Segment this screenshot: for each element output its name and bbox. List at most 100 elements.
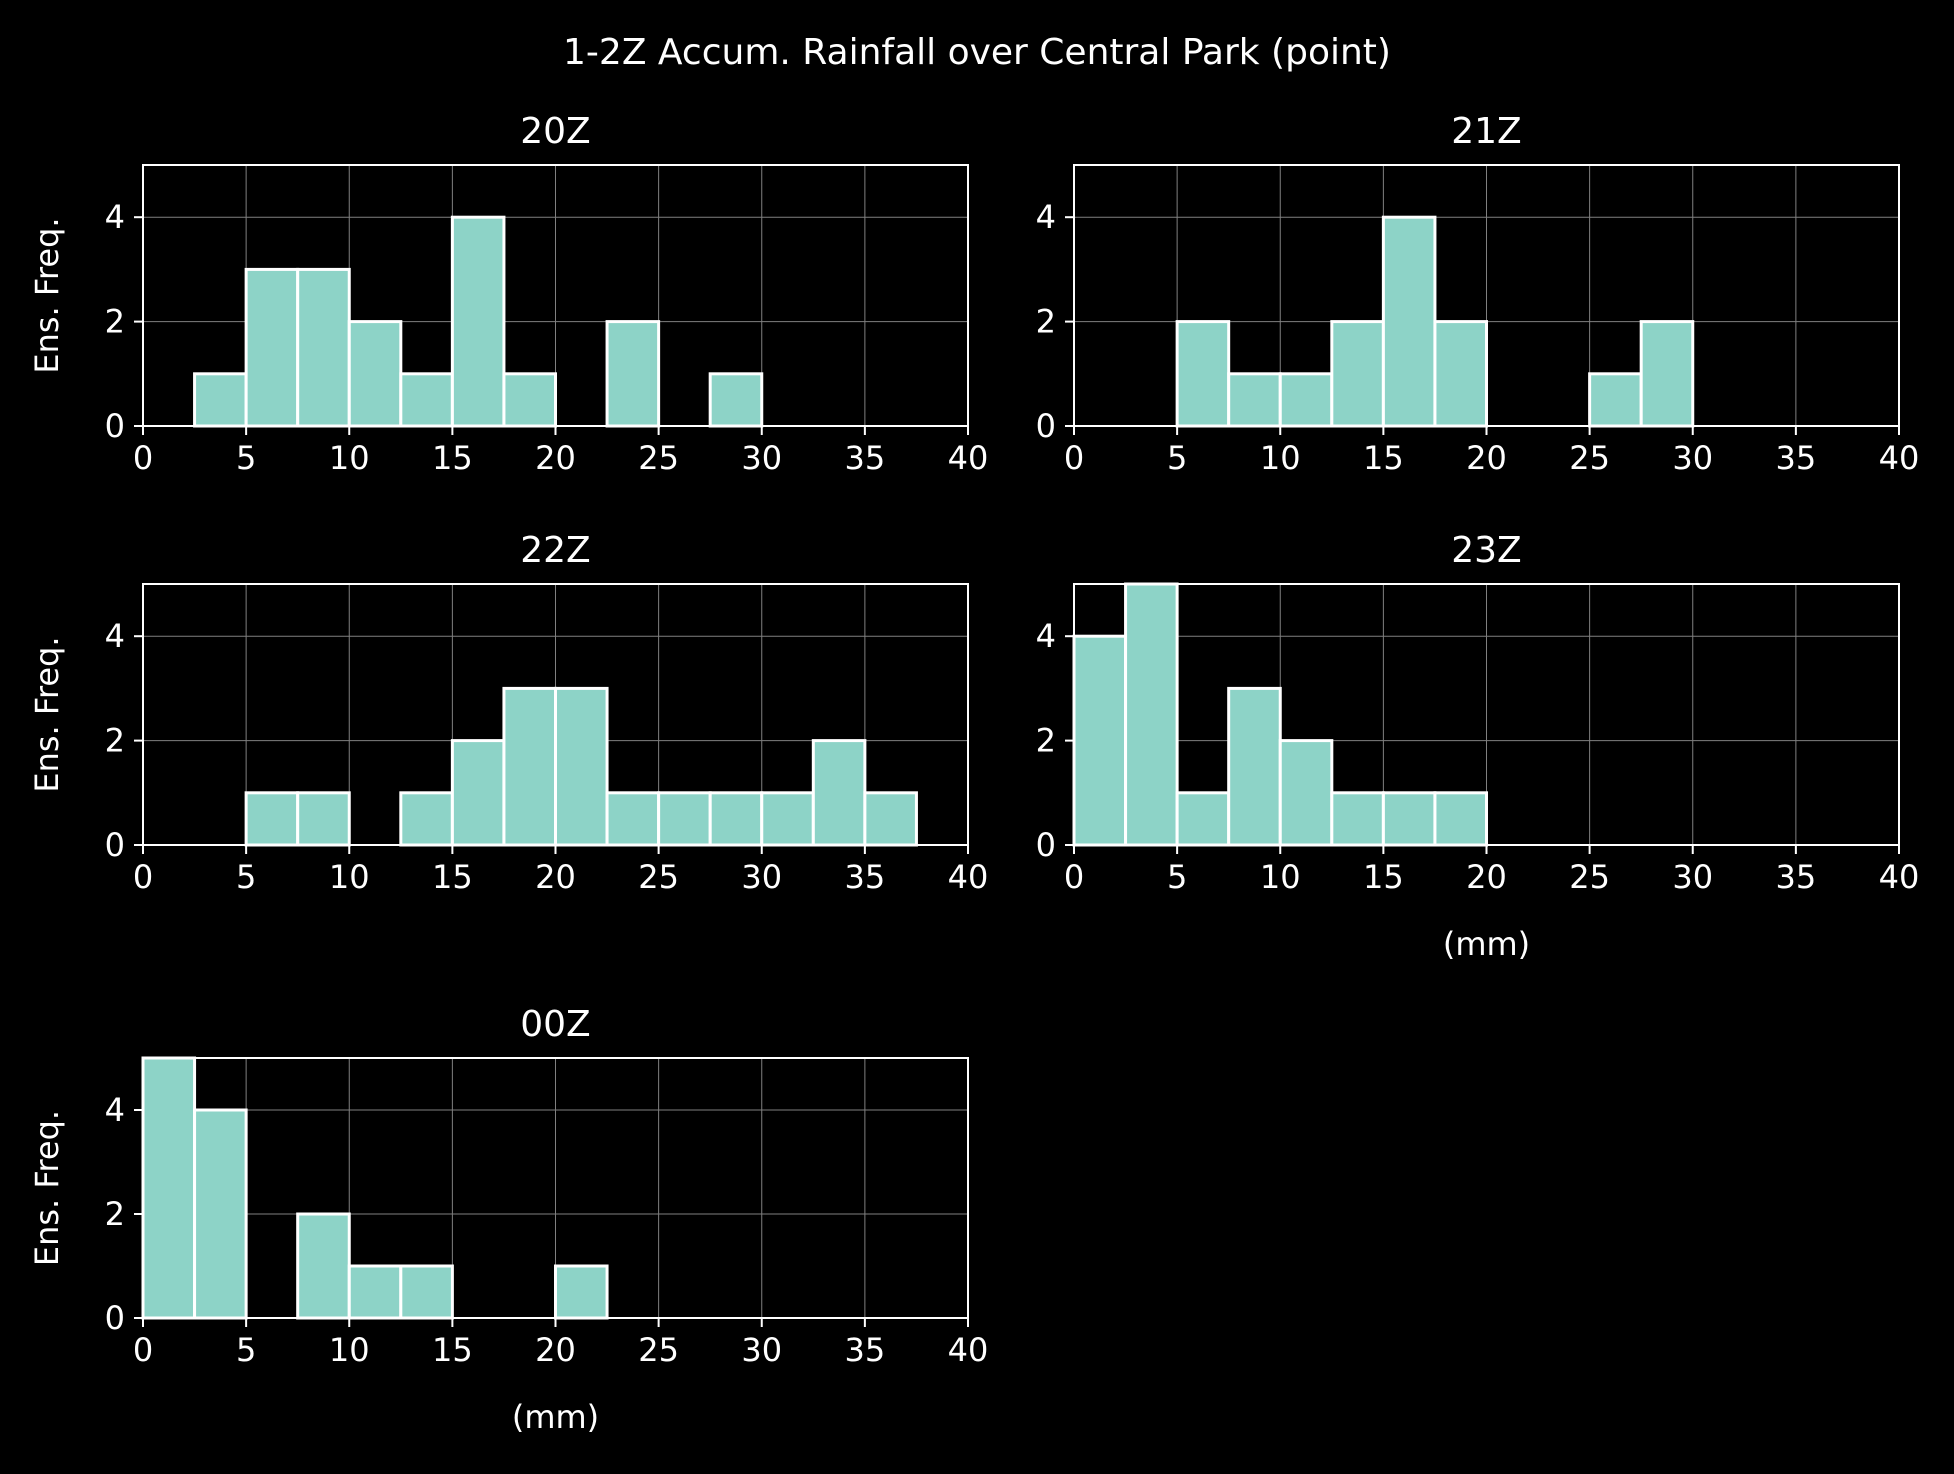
x-tick-label: 35	[845, 1331, 886, 1369]
subplot-title: 20Z	[520, 111, 590, 152]
subplot-23z: 0 5 10 15 20 25 30 35 40 0 2 4 23Z (mm)	[1036, 530, 1920, 963]
y-tick-label: 2	[1036, 722, 1056, 760]
histogram-bar	[1278, 372, 1334, 428]
histogram-bar	[760, 791, 815, 847]
histogram-bar	[347, 1264, 403, 1320]
histogram-bar	[502, 686, 557, 847]
subplot-20z: 0 5 10 15 20 25 30 35 40 0 2 4 20Z Ens. Freq.	[28, 111, 988, 477]
x-tick-label: 30	[741, 1331, 782, 1369]
histogram-bar	[554, 686, 609, 847]
histogram-bar	[1175, 320, 1231, 428]
y-tick-label: 4	[105, 198, 125, 236]
x-tick-label: 40	[1879, 439, 1920, 477]
histogram-bar	[1330, 791, 1385, 847]
x-tick-label: 20	[535, 858, 576, 896]
histogram-bar	[708, 372, 764, 428]
histogram-bar	[1381, 215, 1437, 428]
histogram-bar	[605, 320, 661, 428]
x-tick-label: 40	[948, 439, 989, 477]
x-tick-label: 30	[741, 858, 782, 896]
histogram-bar	[296, 267, 351, 428]
histogram-bar	[1175, 791, 1231, 847]
x-tick-label: 15	[432, 439, 473, 477]
y-tick-label: 4	[1036, 617, 1056, 655]
y-axis-label: Ens. Freq.	[28, 1110, 66, 1266]
x-tick-label: 15	[432, 1331, 473, 1369]
x-tick-label: 5	[1167, 439, 1187, 477]
histogram-bar	[244, 791, 300, 847]
y-axis-label: Ens. Freq.	[28, 217, 66, 373]
subplot-00z: 0 5 10 15 20 25 30 35 40 0 2 4 00Z Ens. Freq. (mm)	[28, 1004, 988, 1436]
x-tick-label: 15	[432, 858, 473, 896]
histogram-bar	[399, 1264, 454, 1320]
histogram-bar	[1433, 320, 1488, 428]
y-tick-label: 4	[1036, 198, 1056, 236]
x-tick-label: 35	[1776, 858, 1817, 896]
subplot-21z: 0 5 10 15 20 25 30 35 40 0 2 4 21Z	[1036, 111, 1920, 477]
histogram-bar	[1227, 372, 1282, 428]
y-tick-label: 2	[105, 722, 125, 760]
histogram-bar	[450, 215, 506, 428]
histogram-bar	[502, 372, 557, 428]
x-tick-label: 25	[1569, 858, 1610, 896]
x-tick-label: 35	[845, 439, 886, 477]
x-axis-label: (mm)	[512, 1398, 599, 1436]
histogram-bar	[296, 1212, 351, 1320]
subplot-title: 00Z	[520, 1004, 590, 1045]
histogram-bar	[863, 791, 918, 847]
y-tick-label: 4	[105, 617, 125, 655]
histogram-bar	[1588, 372, 1643, 428]
x-tick-label: 25	[1569, 439, 1610, 477]
x-tick-label: 40	[948, 858, 989, 896]
y-tick-label: 0	[105, 1299, 125, 1337]
histogram-bar	[193, 1108, 248, 1320]
subplot-22z: 0 5 10 15 20 25 30 35 40 0 2 4 22Z Ens. Freq.	[28, 530, 988, 896]
x-tick-label: 30	[1672, 439, 1713, 477]
histogram-bar	[1330, 320, 1385, 428]
y-tick-label: 2	[105, 303, 125, 341]
x-tick-label: 20	[1466, 858, 1507, 896]
x-tick-label: 10	[329, 1331, 370, 1369]
x-tick-label: 35	[1776, 439, 1817, 477]
y-tick-label: 2	[105, 1195, 125, 1233]
histogram-bar	[193, 372, 248, 428]
histogram-bar	[708, 791, 764, 847]
x-tick-label: 15	[1363, 858, 1404, 896]
x-tick-label: 10	[1260, 439, 1301, 477]
x-tick-label: 40	[948, 1331, 989, 1369]
x-tick-label: 25	[638, 1331, 679, 1369]
x-axis-label: (mm)	[1443, 925, 1530, 963]
x-tick-label: 0	[133, 858, 153, 896]
histogram-bar	[811, 739, 867, 847]
subplot-title: 21Z	[1451, 111, 1521, 152]
x-tick-label: 25	[638, 439, 679, 477]
x-tick-label: 5	[236, 858, 256, 896]
x-tick-label: 30	[1672, 858, 1713, 896]
x-tick-label: 10	[329, 439, 370, 477]
histogram-bar	[450, 739, 506, 847]
histogram-bar	[399, 372, 454, 428]
histogram-bar	[141, 1056, 197, 1320]
x-tick-label: 40	[1879, 858, 1920, 896]
histogram-bar	[1381, 791, 1437, 847]
histogram-bar	[1639, 320, 1695, 428]
y-tick-label: 4	[105, 1091, 125, 1129]
x-tick-label: 30	[741, 439, 782, 477]
histogram-bar	[1227, 686, 1282, 847]
x-tick-label: 0	[133, 1331, 153, 1369]
y-tick-label: 0	[105, 826, 125, 864]
y-tick-label: 2	[1036, 303, 1056, 341]
y-tick-label: 0	[105, 407, 125, 445]
histogram-bar	[605, 791, 661, 847]
histogram-bar	[1124, 582, 1179, 847]
x-tick-label: 25	[638, 858, 679, 896]
x-tick-label: 0	[1064, 439, 1084, 477]
x-tick-label: 0	[133, 439, 153, 477]
histogram-bar	[1433, 791, 1488, 847]
subplot-title: 22Z	[520, 530, 590, 571]
figure-title: 1-2Z Accum. Rainfall over Central Park (…	[563, 32, 1391, 73]
x-tick-label: 20	[1466, 439, 1507, 477]
histogram-bar	[399, 791, 454, 847]
